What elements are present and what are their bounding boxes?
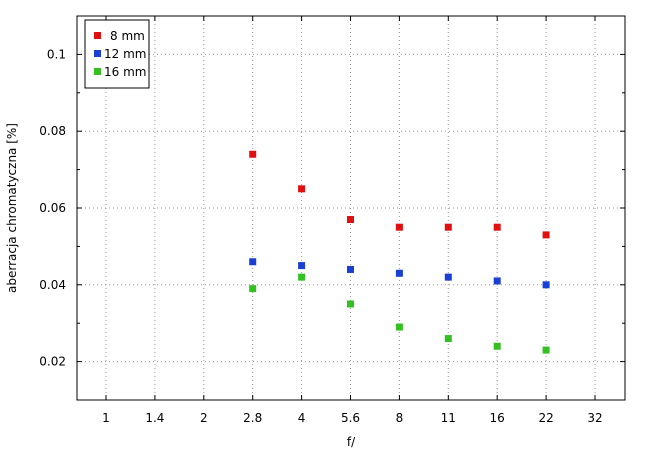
x-tick-label-16: 16 bbox=[490, 411, 505, 425]
point-8mm-f11 bbox=[444, 223, 452, 231]
x-tick-label-2-8: 2.8 bbox=[243, 411, 262, 425]
x-tick-label-2: 2 bbox=[200, 411, 208, 425]
point-8mm-f16 bbox=[493, 223, 501, 231]
y-tick-label-0-08: 0.08 bbox=[39, 124, 66, 138]
point-16mm-f8 bbox=[395, 323, 403, 331]
point-12mm-f11 bbox=[444, 273, 452, 281]
point-12mm-f22 bbox=[542, 281, 550, 289]
point-8mm-f2-8 bbox=[249, 150, 257, 158]
legend-label-16mm: 16 mm bbox=[104, 65, 146, 79]
point-8mm-f22 bbox=[542, 231, 550, 239]
point-8mm-f5-6 bbox=[347, 216, 354, 224]
x-tick-label-8: 8 bbox=[396, 411, 404, 425]
y-tick-label-0-1: 0.1 bbox=[47, 47, 66, 61]
y-tick-label-0-06: 0.06 bbox=[39, 201, 66, 215]
point-12mm-f16 bbox=[493, 277, 501, 285]
x-axis-label: f/ bbox=[347, 435, 356, 449]
point-16mm-f22 bbox=[542, 346, 550, 354]
legend: 8 mm 12 mm 16 mm bbox=[84, 19, 150, 89]
x-tick-label-32: 32 bbox=[587, 411, 602, 425]
point-16mm-f4 bbox=[298, 273, 306, 281]
x-tick-labels: 1 1.4 2 2.8 4 5.6 8 11 16 22 32 bbox=[102, 411, 602, 425]
point-12mm-f2-8 bbox=[249, 258, 257, 266]
point-12mm-f8 bbox=[395, 269, 403, 277]
legend-swatch-12mm bbox=[94, 50, 101, 57]
x-tick-label-5-6: 5.6 bbox=[341, 411, 360, 425]
point-8mm-f8 bbox=[395, 223, 403, 231]
point-12mm-f4 bbox=[298, 262, 306, 270]
point-16mm-f2-8 bbox=[249, 285, 257, 293]
axis-ticks bbox=[77, 16, 625, 400]
x-tick-label-4: 4 bbox=[298, 411, 306, 425]
legend-swatch-8mm bbox=[94, 32, 101, 39]
y-tick-label-0-04: 0.04 bbox=[39, 278, 66, 292]
point-8mm-f4 bbox=[298, 185, 306, 193]
x-tick-label-11: 11 bbox=[441, 411, 456, 425]
point-16mm-f16 bbox=[493, 342, 501, 350]
legend-swatch-16mm bbox=[94, 68, 101, 75]
legend-label-8mm: 8 mm bbox=[110, 29, 145, 43]
point-16mm-f5-6 bbox=[347, 300, 354, 308]
point-16mm-f11 bbox=[444, 335, 452, 343]
grid bbox=[77, 16, 625, 400]
legend-label-12mm: 12 mm bbox=[104, 47, 146, 61]
x-tick-label-22: 22 bbox=[538, 411, 553, 425]
data-points bbox=[249, 150, 550, 354]
y-axis-label: aberracja chromatyczna [%] bbox=[5, 123, 19, 293]
x-tick-label-1-4: 1.4 bbox=[145, 411, 164, 425]
point-12mm-f5-6 bbox=[347, 265, 354, 273]
y-tick-labels: 0.02 0.04 0.06 0.08 0.1 bbox=[39, 47, 66, 368]
y-tick-label-0-02: 0.02 bbox=[39, 355, 66, 369]
x-tick-label-1: 1 bbox=[102, 411, 110, 425]
